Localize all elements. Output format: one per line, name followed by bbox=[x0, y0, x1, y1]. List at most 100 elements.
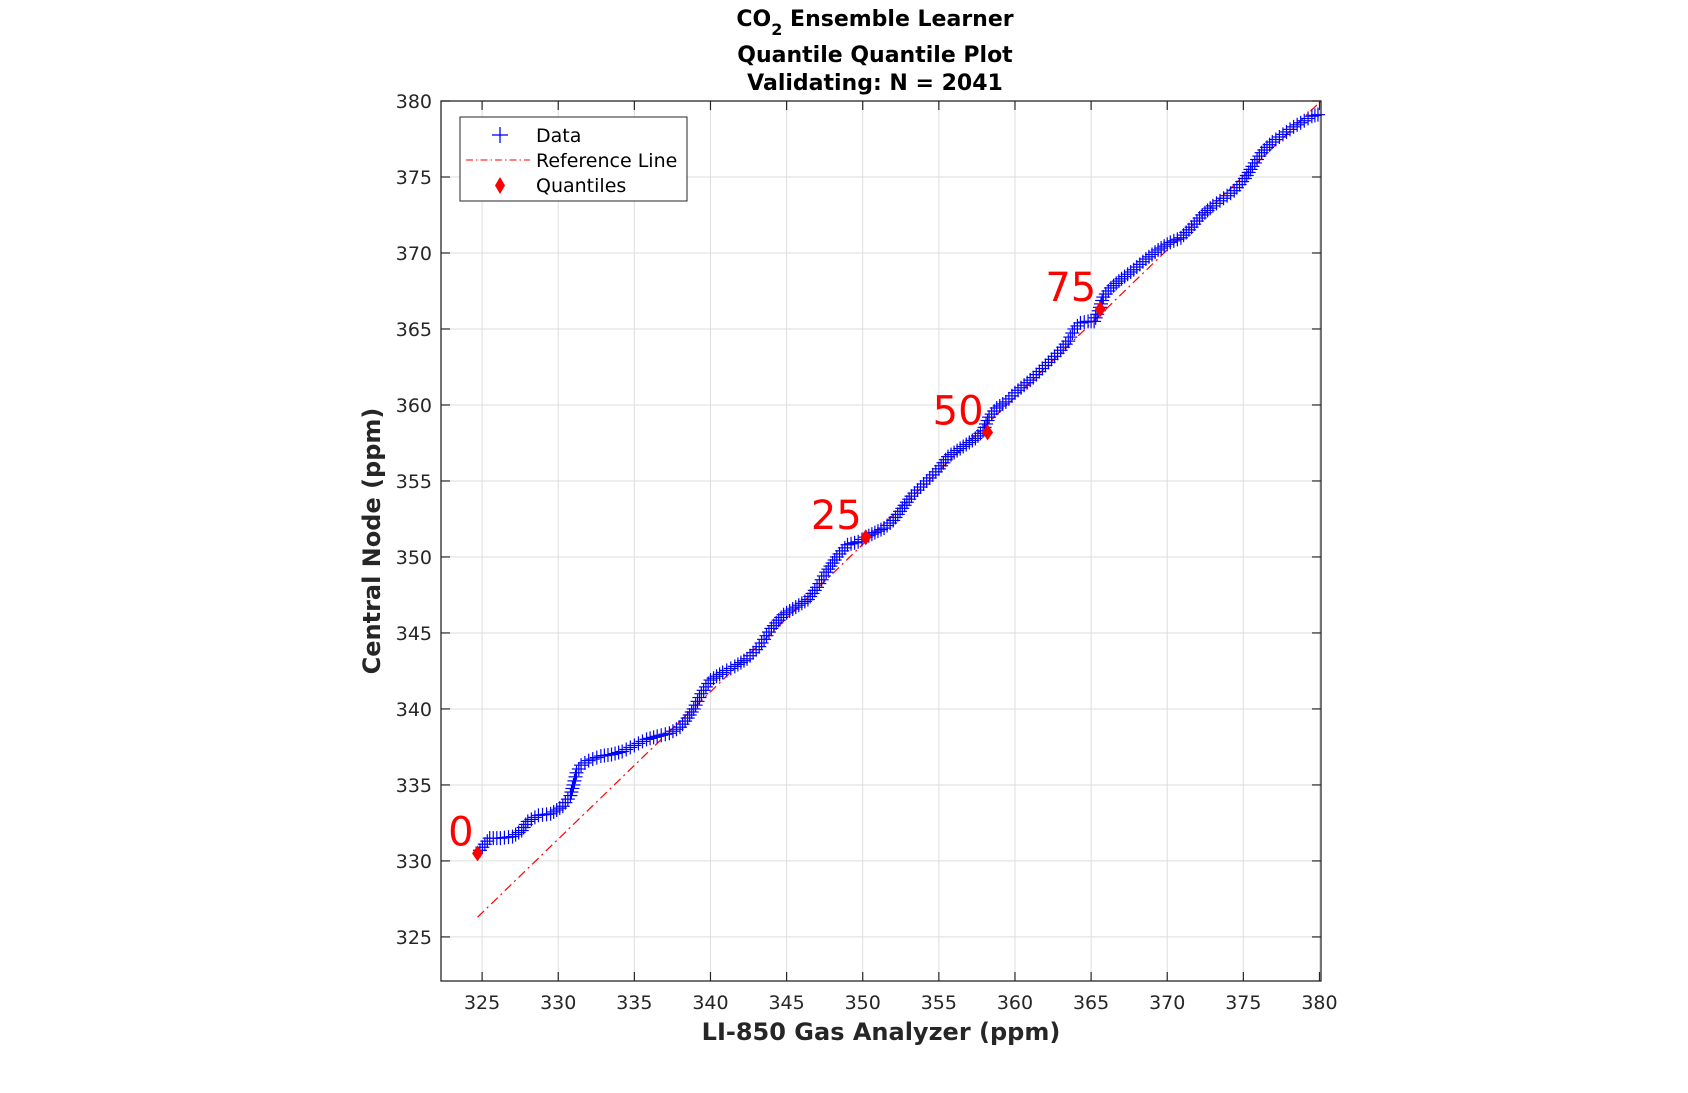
data-point bbox=[569, 765, 584, 780]
data-point bbox=[950, 443, 965, 458]
data-point bbox=[907, 486, 922, 501]
data-point bbox=[759, 628, 774, 643]
y-tick-label: 340 bbox=[396, 699, 432, 721]
data-point bbox=[782, 603, 797, 618]
data-point bbox=[589, 750, 604, 765]
data-point bbox=[1209, 196, 1224, 211]
y-axis-label: Central Node (ppm) bbox=[358, 408, 386, 675]
data-point bbox=[558, 795, 573, 810]
data-point bbox=[940, 449, 955, 464]
data-point bbox=[1026, 370, 1041, 385]
data-point bbox=[1216, 191, 1231, 206]
data-point bbox=[1293, 115, 1308, 130]
data-point bbox=[615, 744, 630, 759]
quantile-marker bbox=[1094, 301, 1106, 318]
data-point bbox=[1232, 177, 1247, 192]
data-point bbox=[1279, 124, 1294, 139]
data-point bbox=[706, 671, 721, 686]
data-point bbox=[989, 401, 1004, 416]
x-tick-label: 335 bbox=[616, 992, 652, 1014]
legend-marker-quantiles bbox=[495, 177, 505, 194]
data-point bbox=[712, 667, 727, 682]
y-tick-label: 355 bbox=[396, 471, 432, 493]
y-tick-label: 325 bbox=[396, 927, 432, 949]
data-point bbox=[719, 663, 734, 678]
grid-lines bbox=[441, 100, 1321, 981]
data-point bbox=[627, 738, 642, 753]
data-point bbox=[563, 788, 578, 803]
data-point bbox=[1044, 352, 1059, 367]
data-point bbox=[776, 607, 791, 622]
x-tick-label: 350 bbox=[845, 992, 881, 1014]
data-point bbox=[743, 648, 758, 663]
data-point bbox=[560, 792, 575, 807]
data-point bbox=[840, 537, 855, 552]
data-point bbox=[1297, 113, 1312, 128]
data-point bbox=[715, 665, 730, 680]
data-point bbox=[947, 445, 962, 460]
data-point bbox=[555, 799, 570, 814]
plot-frame bbox=[440, 100, 1322, 982]
data-point bbox=[577, 755, 592, 770]
data-point bbox=[1163, 235, 1178, 250]
data-point bbox=[1213, 193, 1228, 208]
data-point bbox=[688, 698, 703, 713]
y-tick-label: 375 bbox=[396, 167, 432, 189]
data-point bbox=[1065, 326, 1080, 341]
data-point bbox=[730, 657, 745, 672]
data-point bbox=[585, 752, 600, 767]
chart-title-line1: CO2 Ensemble Learner bbox=[736, 7, 1013, 39]
data-point bbox=[791, 598, 806, 613]
data-point bbox=[1187, 217, 1202, 232]
data-point bbox=[904, 489, 919, 504]
reference-line-segment bbox=[477, 100, 1322, 918]
data-point bbox=[552, 801, 567, 816]
quantile-label: 25 bbox=[811, 493, 862, 539]
data-point bbox=[527, 810, 542, 825]
data-point bbox=[1239, 168, 1254, 183]
data-point bbox=[992, 398, 1007, 413]
data-point bbox=[1223, 186, 1238, 201]
data-point bbox=[1070, 318, 1085, 333]
legend: Data Reference Line Quantiles bbox=[459, 116, 688, 202]
data-point bbox=[810, 580, 825, 595]
data-point bbox=[1237, 171, 1252, 186]
data-point bbox=[956, 439, 971, 454]
data-point bbox=[1129, 260, 1144, 275]
y-tick-label: 335 bbox=[396, 775, 432, 797]
data-point bbox=[832, 546, 847, 561]
legend-marker-data bbox=[492, 127, 508, 143]
x-tick-label: 360 bbox=[997, 992, 1033, 1014]
data-point bbox=[680, 711, 695, 726]
axis-ticks: 325 330 335 340 345 350 355 360 365 370 375 380 325 3… bbox=[396, 91, 1338, 1014]
data-point bbox=[1181, 222, 1196, 237]
data-point bbox=[740, 651, 755, 666]
data-point bbox=[1023, 373, 1038, 388]
data-point bbox=[516, 820, 531, 835]
data-point bbox=[1067, 321, 1082, 336]
chart-title-line3: Validating: N = 2041 bbox=[747, 71, 1003, 96]
data-point bbox=[1038, 358, 1053, 373]
data-point bbox=[1004, 388, 1019, 403]
data-point bbox=[1192, 211, 1207, 226]
data-point bbox=[844, 536, 859, 551]
data-point bbox=[814, 572, 829, 587]
data-point bbox=[564, 785, 579, 800]
data-point bbox=[524, 812, 539, 827]
data-point bbox=[549, 803, 564, 818]
data-point bbox=[1157, 239, 1172, 254]
data-point bbox=[870, 524, 885, 539]
data-point bbox=[546, 804, 561, 819]
data-point bbox=[1166, 233, 1181, 248]
data-point bbox=[692, 690, 707, 705]
data-point bbox=[1241, 165, 1256, 180]
data-point bbox=[1259, 140, 1274, 155]
data-point bbox=[565, 781, 580, 796]
data-point bbox=[733, 655, 748, 670]
data-point bbox=[682, 708, 697, 723]
data-point bbox=[1173, 230, 1188, 245]
data-point bbox=[1001, 391, 1016, 406]
data-point bbox=[837, 540, 852, 555]
data-point bbox=[847, 535, 862, 550]
